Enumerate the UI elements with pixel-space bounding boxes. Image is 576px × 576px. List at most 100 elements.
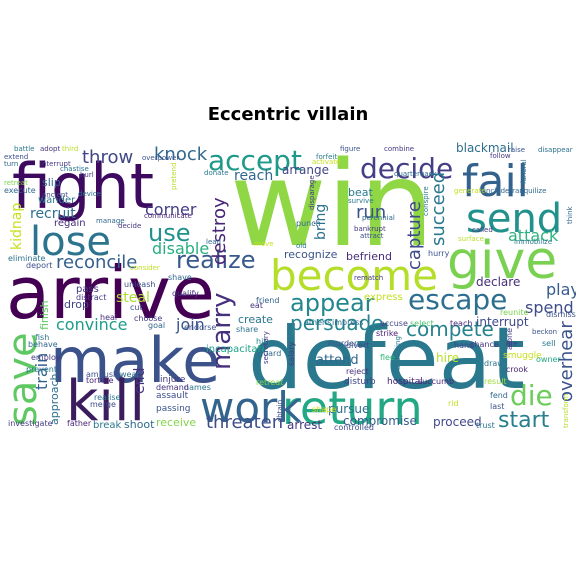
word-end: end [132,368,148,394]
word-drop: drop [64,298,89,311]
word-wander: wander [38,195,76,206]
word-athens: athens [304,318,331,327]
word-forfeit: forfeit [316,153,337,161]
word-choose: choose [134,314,162,323]
word-donate: donate [204,169,229,177]
word-hire: hire [436,351,459,365]
word-work: work [200,383,302,432]
word-beat: beat [348,186,373,199]
word-controlled: controlled [334,423,374,432]
word-disturb: disturb [344,377,376,387]
word-disappear: disappear [538,146,573,154]
word-recruit: recruit [30,206,76,222]
word-adopt: adopt [40,145,60,153]
word-send: send [466,196,562,242]
word-capture: capture [404,201,425,270]
word-figure: figure [340,145,360,153]
word-arrange: arrange [282,163,329,177]
word-fight: fight [12,150,154,223]
word-communicate: communicate [144,212,192,220]
word-agonizing: agonizing [394,336,402,370]
word-prevent: prevent [26,365,57,374]
word-manage: manage [96,217,125,225]
word-attract: attract [360,232,384,240]
word-arrive: arrive [6,251,215,335]
word-assault: assault [156,391,189,401]
word-pursue: pursue [328,402,369,416]
word-hit: hit [256,337,266,346]
word-recognize: recognize [284,248,338,261]
word-start: start [498,408,550,433]
word-follow: follow [490,152,511,160]
word-father: father [67,419,92,428]
word-escape: escape [408,283,507,316]
word-break: break [93,420,122,431]
word-shape: shape [312,405,336,414]
word-smuggle: smuggle [503,351,542,361]
word-win: win [230,135,434,273]
word-employ: employ [31,353,61,362]
word-appear: appear [290,289,375,317]
word-shoot: shoot [124,418,155,431]
word-generate: generate [454,187,486,195]
word-declare: declare [476,275,520,289]
word-arrest: arrest [287,418,322,432]
word-befriend: befriend [346,250,392,263]
word-compromise: compromise [343,414,417,428]
word-qualify: qualify [172,289,199,298]
word-hurl: hurl [80,171,94,179]
word-old: old [296,242,307,250]
word-deport: deport [26,261,52,270]
word-endorse: endorse [184,323,216,332]
word-create: create [238,313,273,326]
word-survive: survive [348,197,374,205]
word-dismiss: dismiss [546,310,576,319]
word-reconcile: reconcile [56,252,137,273]
word-eat: eat [250,301,263,310]
word-overhear: overhear [556,321,576,402]
word-trust: trust [476,421,495,430]
word-compete: compete [406,317,494,341]
word-rematch: rematch [354,274,383,282]
word-move: move [254,240,274,248]
word-crook: crook [506,365,528,374]
word-distract: distract [76,293,106,302]
word-slip: slip [42,176,61,189]
word-includetranquilize: includetranquilize [484,187,546,195]
word-save: save [0,332,46,426]
word-overpower: overpower [142,154,179,162]
word-funeral: funeral [520,159,528,184]
word-unleash: unleash [124,280,155,289]
word-run: run [356,202,386,223]
word-perennial: perennial [362,214,395,222]
word-transform: transform [562,394,570,428]
word-sell: sell [542,339,556,348]
word-realize: realize [176,246,256,274]
word-investigate: investigate [8,419,53,428]
word-hospital: hospital [387,377,423,387]
word-injure: injure [160,375,186,385]
word-kidnap: kidnap [9,203,25,250]
word-knock: knock [154,144,208,165]
word-receive: receive [156,416,196,429]
word-express: express [364,292,403,303]
word-realise: realise [94,393,121,402]
word-finish: finish [38,300,51,330]
word-select: select [410,319,434,328]
word-teach: teach [450,319,472,328]
word-salary: salary [287,342,296,366]
word-ambush: ambush [86,370,118,379]
word-torture: torture [86,376,114,385]
word-reach: reach [234,168,273,184]
word-pretend: pretend [170,163,178,190]
word-use: use [148,219,190,247]
word-think: think [566,205,574,224]
word-incapacitate: incapacitate [206,344,268,355]
word-names: names [184,383,211,392]
word-obtain: obtain [276,400,284,422]
word-accuse: accuse [380,319,408,328]
word-become: become [270,251,438,300]
word-murder: murder [328,339,358,348]
word-cut: cut [130,303,143,312]
